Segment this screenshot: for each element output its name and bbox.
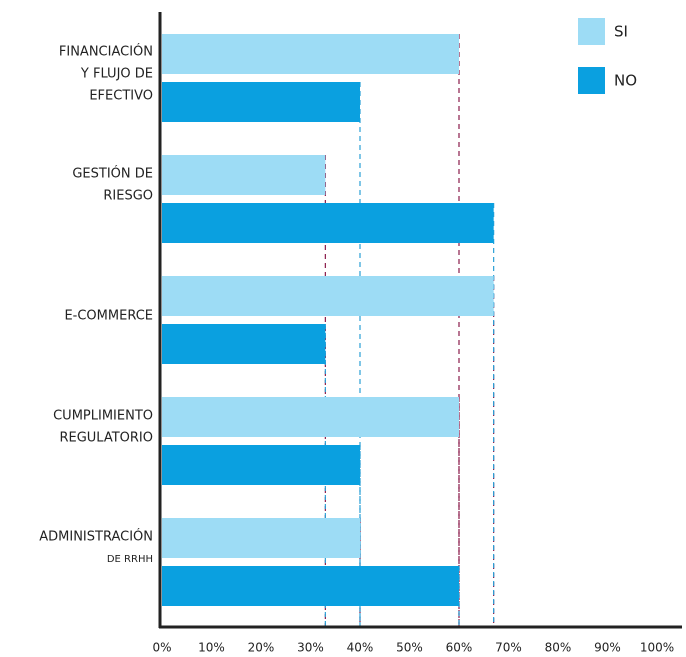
category-label: EFECTIVO (89, 89, 153, 104)
legend-label: SI (614, 23, 628, 41)
category-label: RIESGO (103, 189, 153, 204)
bar (162, 324, 326, 364)
legend-label: NO (614, 72, 637, 90)
legend-swatch (578, 18, 605, 45)
category-label: REGULATORIO (59, 431, 153, 446)
bar (162, 155, 326, 195)
x-tick-label: 80% (545, 641, 572, 655)
x-tick-label: 10% (198, 641, 225, 655)
bar (162, 566, 459, 606)
x-tick-label: 60% (446, 641, 473, 655)
category-label: CUMPLIMIENTO (53, 409, 153, 424)
x-tick-label: 90% (594, 641, 621, 655)
bar (162, 276, 494, 316)
x-tick-label: 0% (152, 641, 171, 655)
category-label: Y FLUJO DE (80, 67, 153, 82)
category-label: ADMINISTRACIÓN (39, 529, 153, 545)
x-tick-label: 30% (297, 641, 324, 655)
bar (162, 203, 494, 243)
bar (162, 34, 459, 74)
x-tick-label: 70% (495, 641, 522, 655)
category-label: DE RRHH (107, 554, 153, 565)
legend-swatch (578, 67, 605, 94)
bar (162, 82, 360, 122)
category-label: FINANCIACIÓN (59, 44, 153, 60)
x-tick-label: 20% (248, 641, 275, 655)
bar (162, 518, 360, 558)
category-label: GESTIÓN DE (72, 166, 153, 182)
x-tick-label: 100% (640, 641, 674, 655)
x-tick-label: 40% (347, 641, 374, 655)
bar (162, 445, 360, 485)
bar (162, 397, 459, 437)
x-tick-label: 50% (396, 641, 423, 655)
category-label: E-COMMERCE (64, 309, 153, 324)
